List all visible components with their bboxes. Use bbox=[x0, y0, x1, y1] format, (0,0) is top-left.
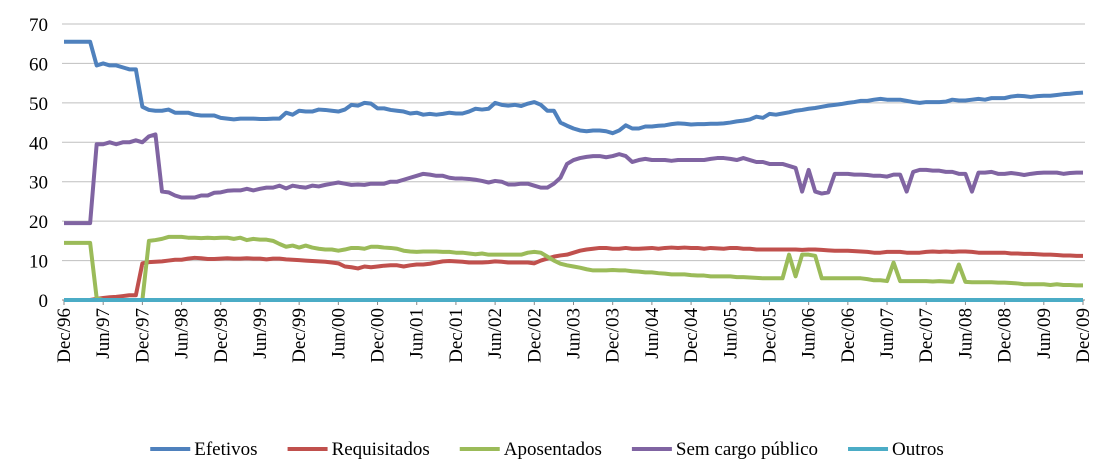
y-tick-label: 10 bbox=[29, 252, 48, 273]
x-tick-label: Dec/03 bbox=[603, 308, 624, 363]
x-tick-label: Jun/98 bbox=[172, 308, 193, 359]
x-tick-label: Dec/08 bbox=[995, 308, 1016, 363]
x-tick-label: Jun/00 bbox=[328, 308, 349, 359]
x-tick-label: Dec/01 bbox=[446, 308, 467, 363]
x-tick-label: Jun/05 bbox=[720, 308, 741, 359]
x-tick-label: Dec/09 bbox=[1073, 308, 1094, 363]
y-tick-label: 20 bbox=[29, 212, 48, 233]
x-tick-label: Jun/97 bbox=[93, 308, 114, 359]
y-tick-label: 40 bbox=[29, 133, 48, 154]
y-tick-label: 60 bbox=[29, 54, 48, 75]
legend-label: Outros bbox=[892, 439, 944, 460]
y-tick-label: 30 bbox=[29, 173, 48, 194]
x-tick-label: Jun/99 bbox=[250, 308, 271, 359]
x-tick-label: Dec/04 bbox=[681, 308, 702, 363]
x-tick-label: Dec/97 bbox=[132, 308, 153, 363]
x-tick-label: Jun/04 bbox=[642, 308, 663, 359]
x-tick-label: Jun/03 bbox=[564, 308, 585, 359]
series-line bbox=[64, 245, 1083, 302]
legend-label: Efetivos bbox=[194, 439, 257, 460]
series-line bbox=[64, 132, 1083, 226]
x-tick-label: Jun/09 bbox=[1034, 308, 1055, 359]
x-tick-label: Dec/07 bbox=[916, 308, 937, 363]
legend-label: Aposentados bbox=[504, 439, 602, 460]
y-tick-label: 50 bbox=[29, 94, 48, 115]
x-tick-label: Dec/02 bbox=[524, 308, 545, 363]
legend-label: Requisitados bbox=[332, 439, 430, 460]
legend-label: Sem cargo público bbox=[676, 439, 818, 460]
x-tick-label: Jun/06 bbox=[799, 308, 820, 359]
x-tick-label: Jun/01 bbox=[407, 308, 428, 359]
series-line bbox=[64, 39, 1084, 136]
x-tick-label: Dec/98 bbox=[211, 308, 232, 363]
x-tick-label: Dec/96 bbox=[54, 308, 75, 363]
x-tick-label: Jun/02 bbox=[485, 308, 506, 359]
y-tick-label: 70 bbox=[29, 15, 48, 36]
x-tick-label: Jun/08 bbox=[955, 308, 976, 359]
x-tick-label: Dec/00 bbox=[368, 308, 389, 363]
x-tick-label: Dec/06 bbox=[838, 308, 859, 363]
x-tick-label: Dec/99 bbox=[289, 308, 310, 363]
y-tick-label: 0 bbox=[39, 291, 49, 312]
x-tick-label: Dec/05 bbox=[759, 308, 780, 363]
series-line bbox=[64, 234, 1083, 302]
x-tick-label: Jun/07 bbox=[877, 308, 898, 359]
legend: Efetivos Requisitados Aposentados Sem cargo… bbox=[150, 439, 944, 460]
